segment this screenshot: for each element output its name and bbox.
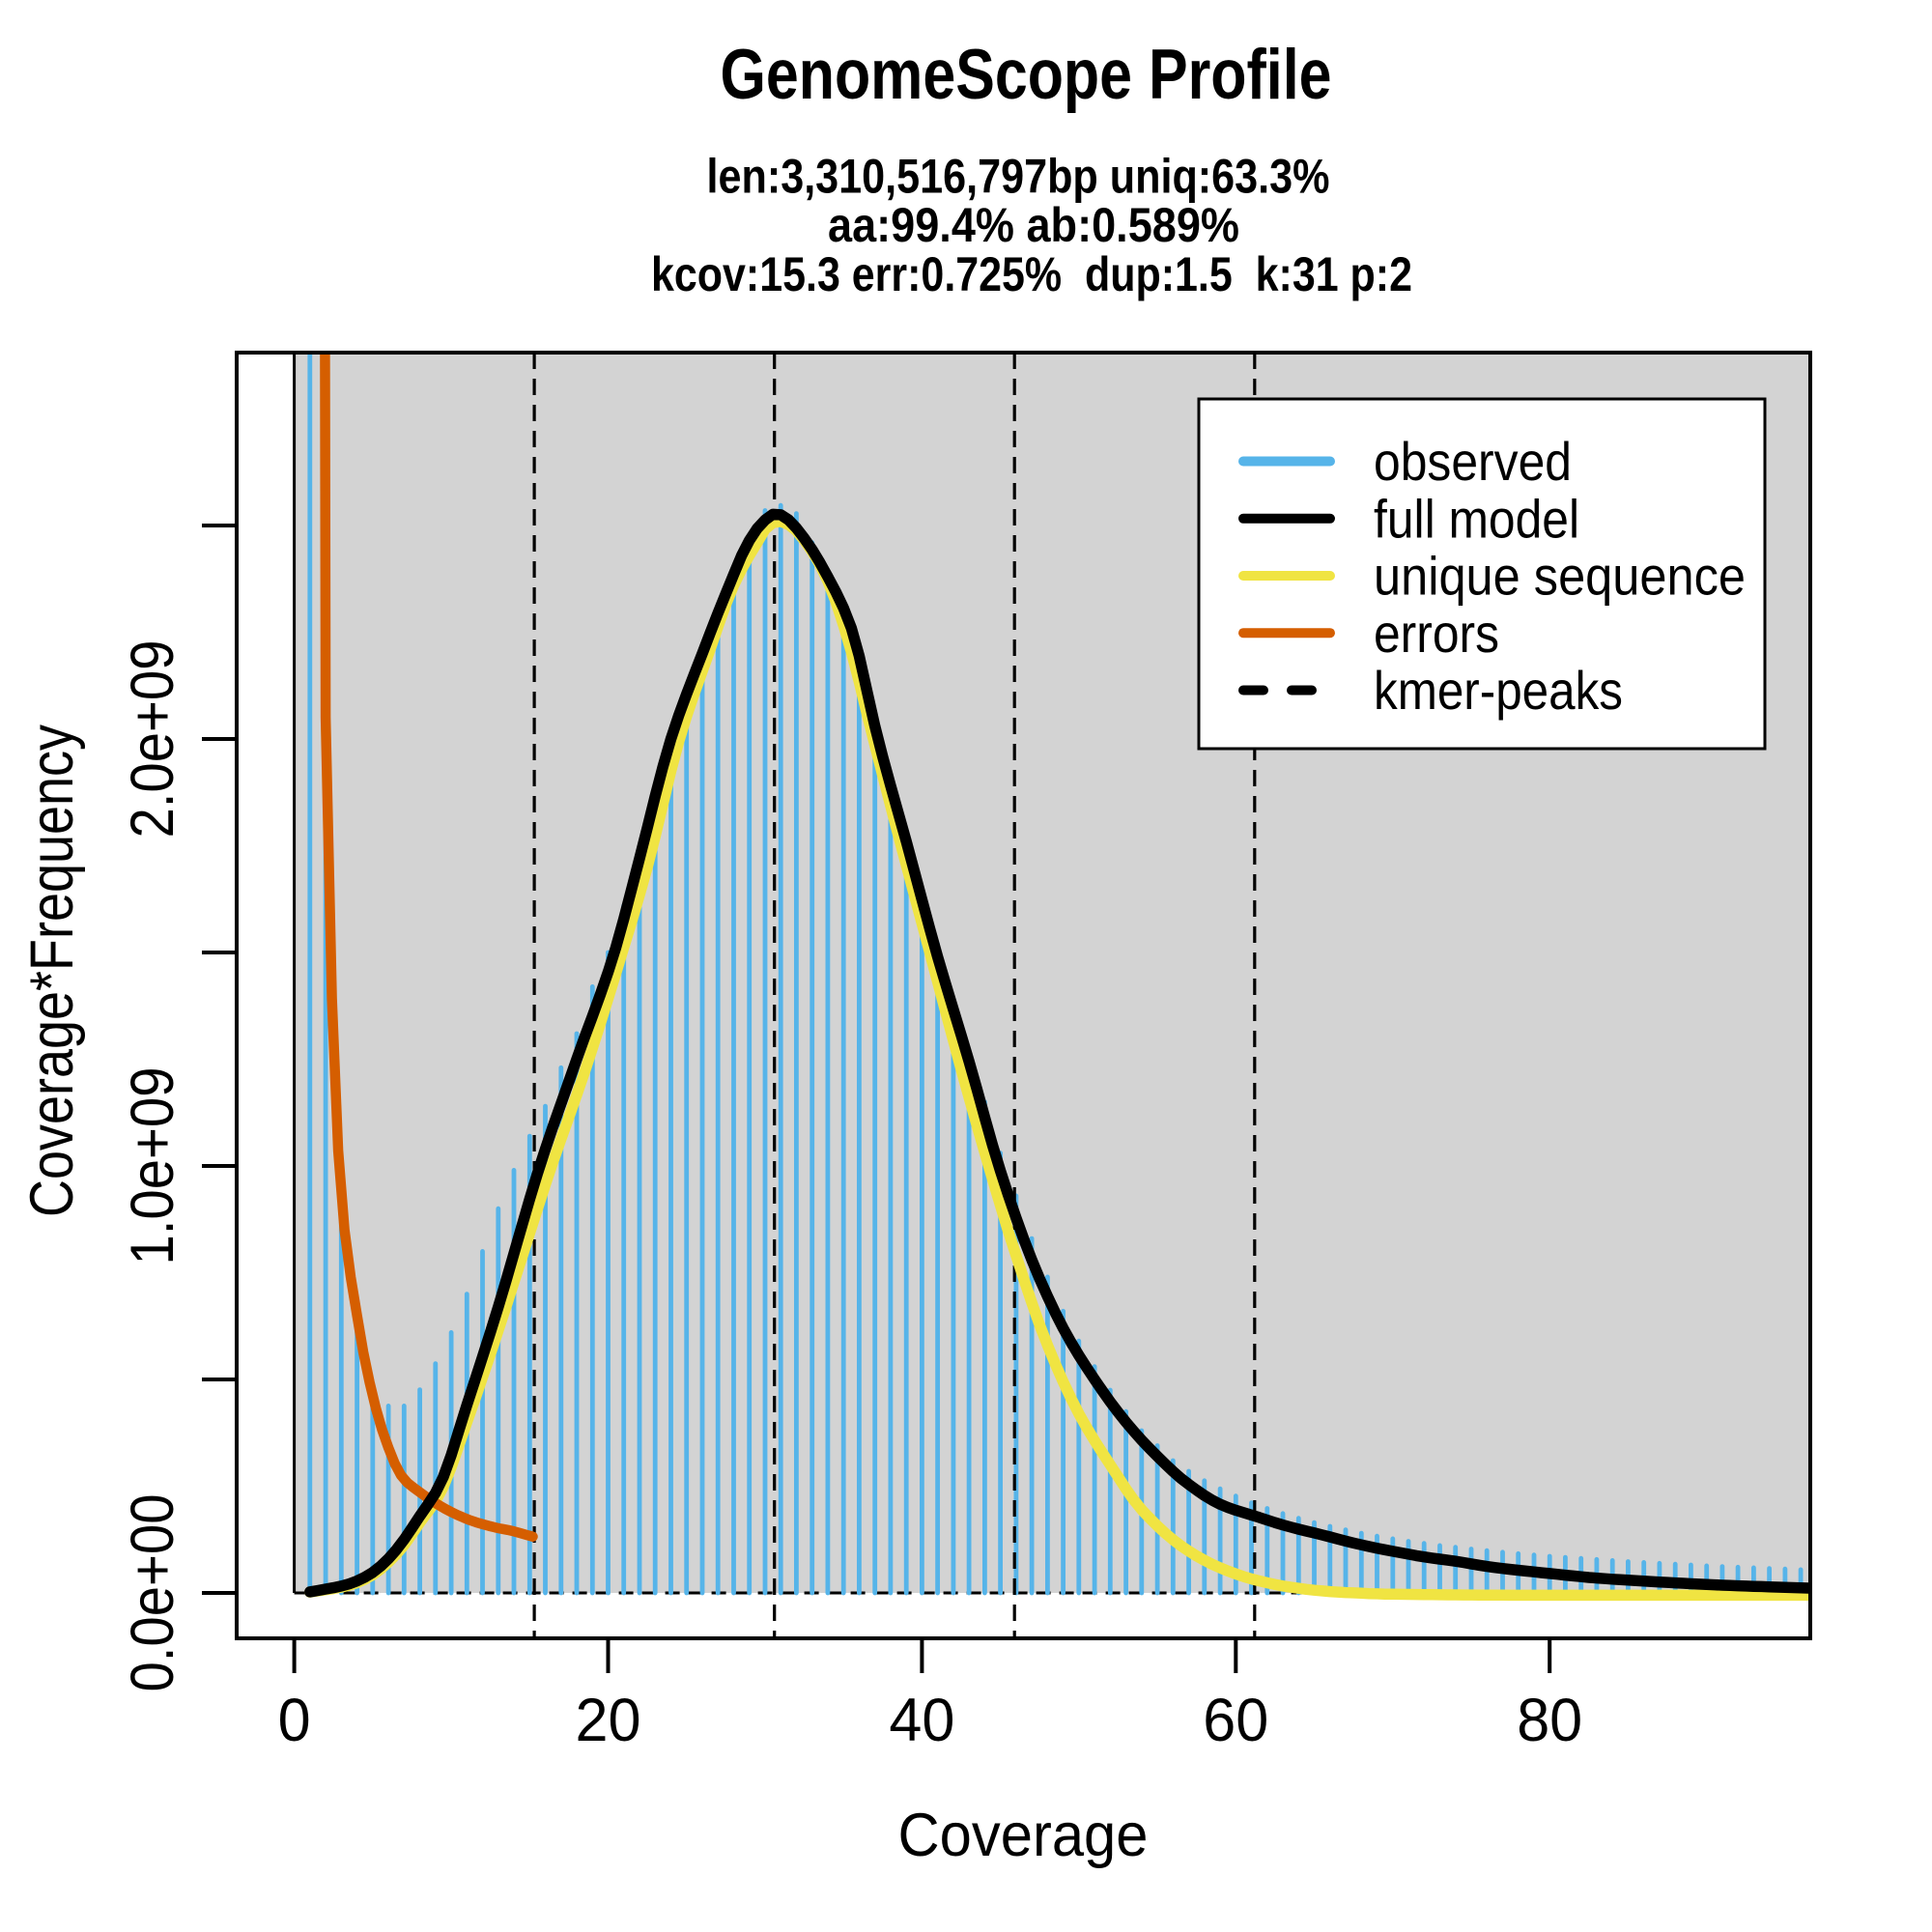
- svg-text:1.0e+09: 1.0e+09: [119, 1067, 186, 1265]
- svg-text:Coverage*Frequency: Coverage*Frequency: [18, 724, 86, 1217]
- svg-text:len:3,310,516,797bp uniq:63.3%: len:3,310,516,797bp uniq:63.3%: [707, 149, 1330, 203]
- svg-text:60: 60: [1203, 1687, 1268, 1754]
- svg-text:kmer-peaks: kmer-peaks: [1374, 660, 1623, 721]
- svg-text:unique sequence: unique sequence: [1374, 546, 1746, 607]
- svg-text:observed: observed: [1374, 431, 1572, 492]
- svg-text:GenomeScope Profile: GenomeScope Profile: [721, 36, 1332, 114]
- svg-text:aa:99.4% ab:0.589%: aa:99.4% ab:0.589%: [828, 198, 1239, 252]
- svg-text:2.0e+09: 2.0e+09: [119, 640, 186, 838]
- svg-text:40: 40: [889, 1687, 954, 1754]
- svg-text:kcov:15.3 err:0.725% dup:1.5: kcov:15.3 err:0.725% dup:1.5 k:31 p:2: [651, 247, 1412, 301]
- svg-text:20: 20: [576, 1687, 641, 1754]
- svg-text:0: 0: [278, 1687, 311, 1754]
- svg-text:errors: errors: [1374, 603, 1499, 664]
- svg-text:80: 80: [1517, 1687, 1582, 1754]
- svg-text:full model: full model: [1374, 488, 1579, 549]
- svg-text:Coverage: Coverage: [898, 1802, 1149, 1869]
- svg-text:0.0e+00: 0.0e+00: [119, 1494, 186, 1692]
